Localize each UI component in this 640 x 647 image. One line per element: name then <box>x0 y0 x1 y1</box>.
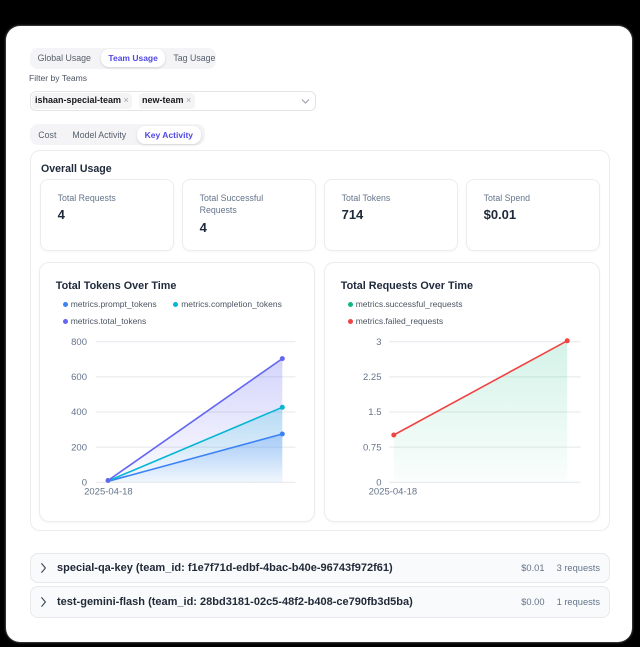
svg-text:600: 600 <box>71 372 87 383</box>
svg-text:0: 0 <box>81 477 86 488</box>
svg-text:0.75: 0.75 <box>363 442 382 453</box>
svg-text:2025-04-18: 2025-04-18 <box>84 487 133 498</box>
svg-text:200: 200 <box>71 442 87 453</box>
svg-text:1.5: 1.5 <box>368 407 381 418</box>
svg-text:400: 400 <box>71 407 87 418</box>
svg-text:800: 800 <box>71 337 87 348</box>
svg-text:2.25: 2.25 <box>363 372 382 383</box>
svg-text:0: 0 <box>376 477 381 488</box>
svg-text:3: 3 <box>376 337 381 348</box>
svg-text:2025-04-18: 2025-04-18 <box>368 487 417 498</box>
